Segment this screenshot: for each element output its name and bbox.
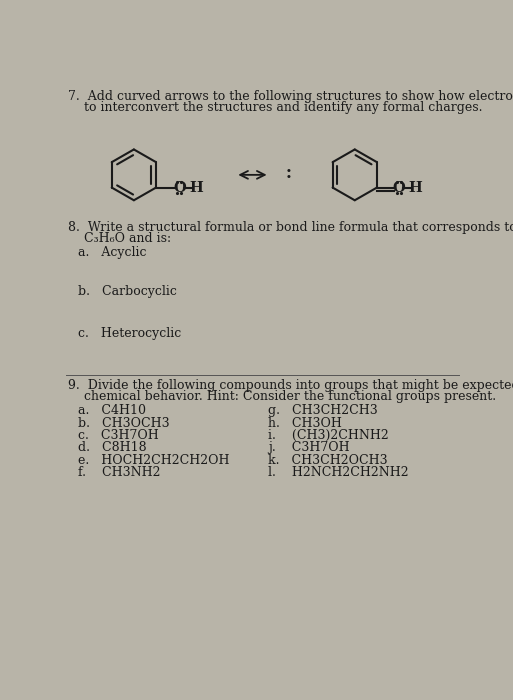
Text: k.   CH3CH2OCH3: k. CH3CH2OCH3	[268, 454, 388, 467]
Text: h.   CH3OH: h. CH3OH	[268, 416, 342, 430]
Text: g.   CH3CH2CH3: g. CH3CH2CH3	[268, 405, 378, 417]
Text: f.    CH3NH2: f. CH3NH2	[78, 466, 161, 479]
Text: to interconvert the structures and identify any formal charges.: to interconvert the structures and ident…	[68, 101, 483, 114]
Text: chemical behavior. Hint: Consider the functional groups present.: chemical behavior. Hint: Consider the fu…	[68, 390, 496, 402]
Text: C₃H₆O and is:: C₃H₆O and is:	[68, 232, 171, 245]
Text: e.   HOCH2CH2CH2OH: e. HOCH2CH2CH2OH	[78, 454, 230, 467]
Text: H: H	[409, 181, 423, 195]
Text: b.   Carbocyclic: b. Carbocyclic	[78, 285, 177, 298]
Text: ·: ·	[286, 163, 292, 181]
Text: 9.  Divide the following compounds into groups that might be expected to exhibit: 9. Divide the following compounds into g…	[68, 379, 513, 392]
Text: l.    H2NCH2CH2NH2: l. H2NCH2CH2NH2	[268, 466, 408, 479]
Text: 7.  Add curved arrows to the following structures to show how electron pairs mus: 7. Add curved arrows to the following st…	[68, 90, 513, 103]
Text: d.   C8H18: d. C8H18	[78, 441, 147, 454]
Text: j.    C3H7OH: j. C3H7OH	[268, 441, 349, 454]
Text: 8.  Write a structural formula or bond line formula that corresponds to the mole: 8. Write a structural formula or bond li…	[68, 221, 513, 234]
Text: a.   Acyclic: a. Acyclic	[78, 246, 147, 260]
Text: O: O	[173, 181, 186, 195]
Text: b.   CH3OCH3: b. CH3OCH3	[78, 416, 170, 430]
Text: i.    (CH3)2CHNH2: i. (CH3)2CHNH2	[268, 429, 389, 442]
Text: O: O	[392, 181, 405, 195]
Text: c.   Heterocyclic: c. Heterocyclic	[78, 328, 181, 340]
Text: a.   C4H10: a. C4H10	[78, 405, 146, 417]
Text: c.   C3H7OH: c. C3H7OH	[78, 429, 159, 442]
Text: H: H	[189, 181, 203, 195]
Text: ·: ·	[286, 169, 292, 186]
